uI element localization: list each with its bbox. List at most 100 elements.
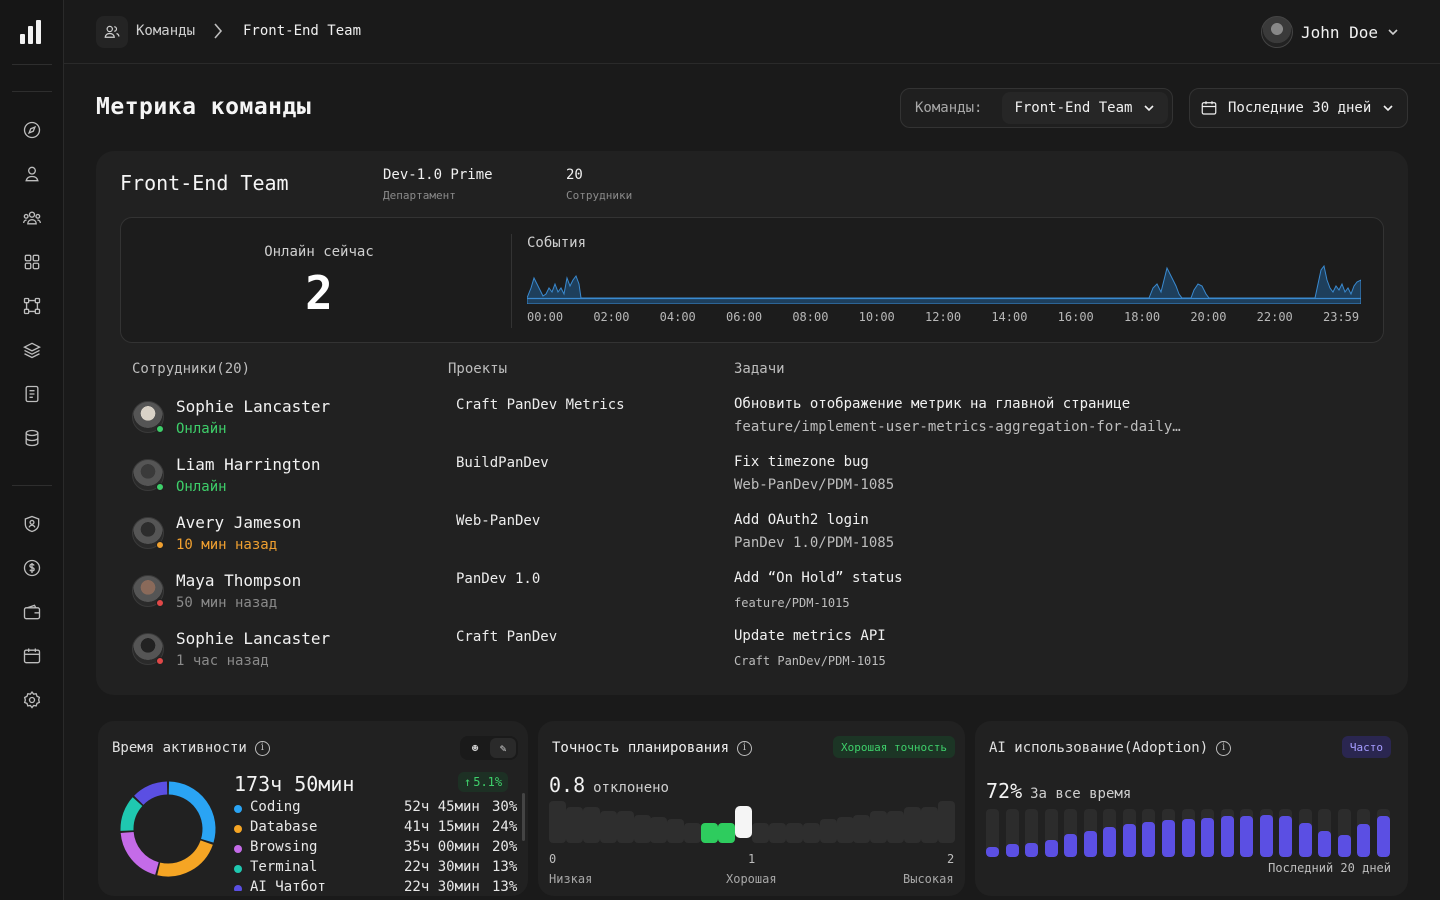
- status-dot: [156, 541, 164, 549]
- dollar-icon[interactable]: [21, 557, 43, 579]
- accuracy-title: Точность планирования: [552, 740, 730, 756]
- legend-dot: [234, 845, 242, 853]
- user-icon[interactable]: [21, 163, 43, 185]
- legend-name: Coding: [250, 799, 301, 815]
- member-name: Liam Harrington: [176, 455, 321, 474]
- pencil-icon[interactable]: ✎: [490, 738, 516, 758]
- workflow-icon[interactable]: [21, 295, 43, 317]
- member-project: PanDev 1.0: [456, 571, 541, 587]
- calendar-icon[interactable]: [21, 645, 43, 667]
- member-status: 50 мин назад: [176, 595, 278, 611]
- shield-user-icon[interactable]: [21, 513, 43, 535]
- member-row[interactable]: Avery Jameson 10 мин назад Web-PanDev Add O…: [96, 507, 1408, 565]
- member-project: Craft PanDev Metrics: [456, 397, 625, 413]
- accuracy-value: 0.8: [549, 773, 586, 797]
- teams-filter: Команды: Front-End Team: [900, 88, 1173, 128]
- legend-name: Terminal: [250, 859, 318, 875]
- ai-footer: Последний 20 дней: [1268, 861, 1391, 875]
- accuracy-scale-bar: [768, 823, 786, 843]
- member-name: Maya Thompson: [176, 571, 302, 590]
- breadcrumb-teams[interactable]: Команды: [136, 23, 196, 39]
- member-task: Fix timezone bug: [734, 454, 869, 470]
- accuracy-scale-bar: [836, 817, 854, 843]
- wallet-icon[interactable]: [21, 601, 43, 623]
- member-branch: Craft PanDev/PDM-1015: [734, 654, 886, 668]
- accuracy-tick-1: 1: [748, 852, 756, 866]
- compass-icon[interactable]: [21, 119, 43, 141]
- activity-toggle[interactable]: ☻ ✎: [460, 736, 518, 760]
- logo-icon[interactable]: [20, 18, 44, 44]
- status-dot: [156, 599, 164, 607]
- events-tick-label: 02:00: [593, 310, 630, 324]
- team-name: Front-End Team: [120, 171, 289, 195]
- team-icon[interactable]: [21, 207, 43, 229]
- ai-title: AI использование(Adoption): [989, 740, 1209, 756]
- date-range-select[interactable]: Последние 30 дней: [1189, 88, 1408, 128]
- member-row[interactable]: Sophie Lancaster Онлайн Craft PanDev Metri…: [96, 391, 1408, 449]
- notebook-icon[interactable]: [21, 383, 43, 405]
- projects-column-header: Проекты: [448, 361, 508, 377]
- calendar-icon: [1201, 101, 1217, 115]
- activity-donut-chart: [120, 781, 216, 877]
- status-dot: [156, 657, 164, 665]
- events-chart: [527, 264, 1361, 304]
- person-icon[interactable]: ☻: [471, 741, 479, 755]
- ai-usage-fill: [1005, 843, 1019, 857]
- events-label: События: [527, 235, 587, 251]
- events-tick-label: 20:00: [1190, 310, 1227, 324]
- info-icon[interactable]: i: [254, 740, 270, 756]
- ai-usage-fill: [1181, 818, 1195, 857]
- legend-time: 35ч 00мин: [404, 839, 480, 855]
- tasks-column-header: Задачи: [734, 361, 785, 377]
- member-row[interactable]: Sophie Lancaster 1 час назад Craft PanDev U…: [96, 623, 1408, 681]
- user-menu[interactable]: John Doe: [1260, 16, 1400, 48]
- member-branch: Web-PanDev/PDM-1085: [734, 477, 895, 493]
- member-row[interactable]: Maya Thompson 50 мин назад PanDev 1.0 Add “…: [96, 565, 1408, 623]
- member-project: BuildPanDev: [456, 455, 549, 471]
- accuracy-scale-bar: [718, 823, 736, 843]
- info-icon[interactable]: i: [1216, 740, 1232, 756]
- info-icon[interactable]: i: [737, 740, 753, 756]
- online-count: 2: [305, 266, 333, 320]
- legend-percent: 20%: [492, 839, 518, 855]
- member-row[interactable]: Liam Harrington Онлайн BuildPanDev Fix time…: [96, 449, 1408, 507]
- ai-usage-bar: [1220, 809, 1234, 857]
- employees-column-header: Сотрудники(20): [132, 361, 251, 377]
- legend-name: Database: [250, 819, 318, 835]
- ai-usage-fill: [1318, 830, 1332, 857]
- legend-percent: 13%: [492, 879, 518, 891]
- chevron-down-icon: [1388, 29, 1398, 36]
- events-tick-label: 10:00: [858, 310, 895, 324]
- employees-value: 20: [566, 167, 583, 183]
- legend-time: 22ч 30мин: [404, 879, 480, 891]
- employees-label: Сотрудники: [566, 189, 633, 202]
- sidebar: [0, 0, 64, 900]
- legend-percent: 24%: [492, 819, 518, 835]
- member-task: Add OAuth2 login: [734, 512, 869, 528]
- events-tick-label: 06:00: [726, 310, 763, 324]
- settings-icon[interactable]: [21, 689, 43, 711]
- accuracy-scale-bar: [870, 811, 888, 843]
- accuracy-scale-bar: [684, 823, 702, 843]
- grid-icon[interactable]: [21, 251, 43, 273]
- ai-usage-fill: [1044, 839, 1058, 857]
- ai-usage-fill: [1240, 816, 1254, 857]
- team-card: Front-End Team Dev-1.0 Prime Департамент…: [96, 151, 1408, 695]
- ai-usage-bar: [1377, 809, 1390, 857]
- accuracy-scale-bar: [904, 807, 922, 843]
- ai-usage-bar: [1201, 809, 1215, 857]
- ai-usage-fill: [1220, 816, 1234, 857]
- ai-adoption-card: AI использование(Adoption) i Часто 72% За…: [975, 721, 1408, 896]
- database-icon[interactable]: [21, 427, 43, 449]
- layers-icon[interactable]: [21, 339, 43, 361]
- teams-select[interactable]: Front-End Team: [1002, 92, 1169, 124]
- legend-time: 41ч 15мин: [404, 819, 480, 835]
- ai-usage-bar: [1044, 809, 1058, 857]
- legend-dot: [234, 805, 242, 813]
- events-tick-label: 18:00: [1124, 310, 1161, 324]
- users-icon[interactable]: [96, 16, 128, 48]
- scrollbar[interactable]: [522, 793, 525, 841]
- ai-usage-bar: [1025, 809, 1039, 857]
- sidebar-divider: [12, 64, 52, 65]
- donut-slice-browsing: [120, 831, 160, 875]
